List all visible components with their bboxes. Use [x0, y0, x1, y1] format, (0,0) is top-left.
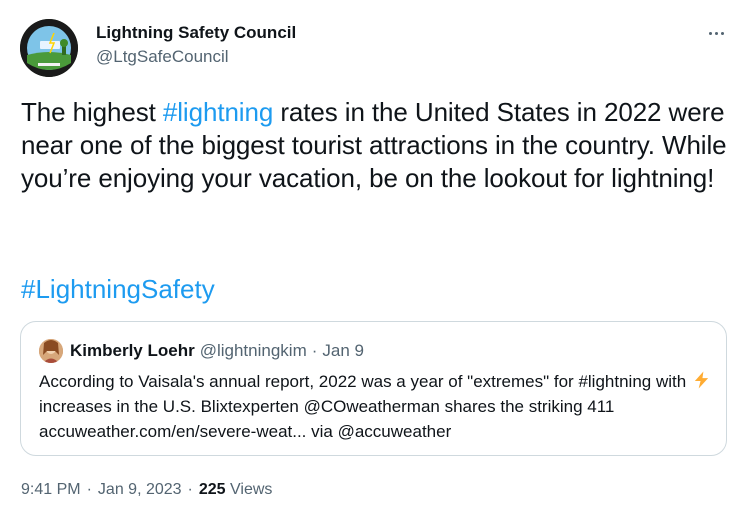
hashtag-lightning[interactable]: #lightning — [162, 97, 274, 127]
high-voltage-emoji-icon — [694, 371, 709, 389]
quoted-author-handle: @lightningkim — [199, 341, 307, 360]
views-label: Views — [230, 481, 273, 498]
quoted-text-start: According to Vaisala's annual report, 20… — [39, 372, 691, 391]
hashtag-lightning-safety[interactable]: #LightningSafety — [21, 274, 215, 304]
meta-separator: · — [86, 481, 92, 498]
author-name[interactable]: Lightning Safety Council — [96, 23, 297, 42]
quoted-author-name: Kimberly Loehr — [70, 341, 195, 360]
more-dot — [714, 31, 718, 35]
tweet-meta: 9:41 PM · Jan 9, 2023 · 225 Views — [21, 481, 272, 499]
quoted-text-end: increases in the U.S. Blixtexperten @COw… — [39, 397, 615, 441]
tweet-text-rest: rates in the United States in 2022 were … — [21, 97, 727, 193]
quoted-separator: · — [311, 341, 318, 360]
tweet-date[interactable]: Jan 9, 2023 — [97, 481, 182, 498]
more-dot — [720, 31, 724, 35]
quoted-author-avatar — [39, 339, 63, 363]
tweet-text-start: The highest — [21, 97, 163, 127]
person-avatar-icon — [39, 339, 63, 363]
more-horizontal-icon — [708, 31, 712, 35]
meta-separator: · — [187, 481, 193, 498]
quoted-tweet-text: According to Vaisala's annual report, 20… — [39, 369, 719, 444]
more-options-button[interactable] — [704, 21, 728, 45]
quoted-tweet[interactable]: Kimberly Loehr @lightningkim · Jan 9 Acc… — [20, 321, 727, 456]
quoted-date: Jan 9 — [322, 341, 364, 360]
tweet-header: Lightning Safety Council @LtgSafeCouncil — [20, 19, 732, 77]
author-avatar[interactable] — [20, 19, 78, 77]
quoted-tweet-header: Kimberly Loehr @lightningkim · Jan 9 — [39, 339, 364, 363]
author-handle[interactable]: @LtgSafeCouncil — [96, 47, 229, 66]
tweet-text: The highest #lightning rates in the Unit… — [21, 96, 731, 195]
views-count: 225 — [198, 481, 226, 498]
lightning-safety-council-logo-icon — [20, 19, 78, 77]
author-info: Lightning Safety Council @LtgSafeCouncil — [96, 23, 296, 68]
tweet-time[interactable]: 9:41 PM — [21, 481, 81, 498]
